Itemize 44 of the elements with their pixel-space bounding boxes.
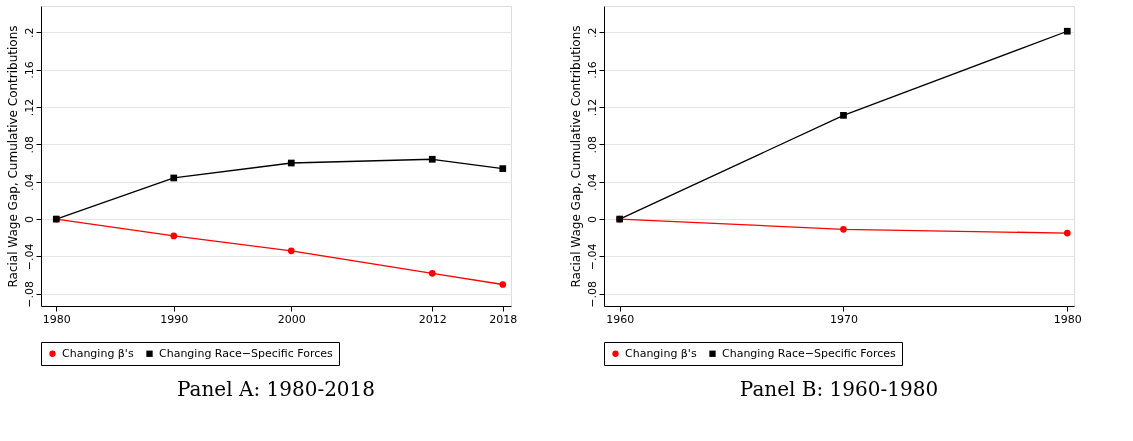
x-tick-label: 1990 [160,312,189,326]
y-tick-label: .12 [585,98,599,117]
point [499,281,507,288]
y-tick-label: .12 [22,98,36,117]
x-tick-label: 1970 [829,312,858,326]
y-tick-label: .2 [585,27,599,38]
point [840,226,847,233]
point [428,155,436,163]
point [840,111,847,119]
y-tick-label: −.04 [585,243,599,271]
point [1063,229,1071,237]
point [499,165,507,172]
y-axis-title: Racial Wage Gap, Cumulative Contributions [568,25,583,288]
point [1063,27,1071,35]
x-tick-label: 2012 [418,312,447,326]
y-tick-label: 0 [22,216,36,224]
x-tick-label: 2000 [277,312,306,326]
y-tick-label: −.04 [22,243,36,271]
y-axis-title: Racial Wage Gap, Cumulative Contributions [5,25,20,288]
y-tick-label: 0 [585,216,599,224]
y-tick-label: .16 [22,61,36,79]
legend-label: Changing β's [625,346,697,360]
x-tick-label: 1980 [1053,312,1082,326]
point [287,247,295,255]
legend-label: Changing Race−Specific Forces [722,346,897,360]
y-tick-label: .04 [585,173,599,191]
text: Panel A: 1980-2018 [176,376,376,401]
point [287,159,295,167]
point [170,232,178,240]
y-tick-label: −.08 [22,280,36,308]
y-tick-label: .08 [22,136,36,154]
x-tick-label: 2018 [489,312,518,326]
text: Panel B: 1960-1980 [739,376,939,401]
x-tick-label: 1960 [606,312,635,326]
y-tick-label: −.08 [585,280,599,308]
point [428,269,436,277]
y-tick-label: .16 [585,61,599,79]
y-tick-label: .08 [585,136,599,154]
point [170,174,178,182]
legend-label: Changing Race−Specific Forces [159,346,334,360]
x-tick-label: 1980 [42,312,71,326]
y-tick-label: .2 [22,27,36,38]
legend-label: Changing β's [62,346,134,360]
y-tick-label: .04 [22,173,36,191]
